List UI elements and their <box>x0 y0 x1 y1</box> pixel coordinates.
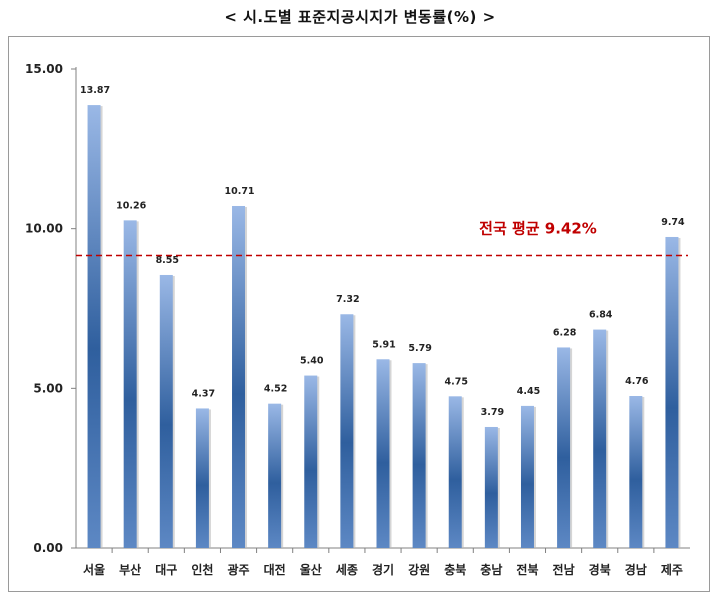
data-label: 6.84 <box>589 310 613 321</box>
y-tick-label: 0.00 <box>33 541 63 555</box>
category-label: 대전 <box>264 562 286 577</box>
data-label: 6.28 <box>553 327 577 338</box>
data-label: 4.76 <box>625 376 649 387</box>
y-tick-label: 5.00 <box>33 381 63 395</box>
category-label: 서울 <box>83 562 105 577</box>
data-label: 3.79 <box>481 407 504 418</box>
category-label: 경북 <box>589 563 611 577</box>
bar <box>159 274 173 548</box>
data-label: 5.91 <box>372 339 395 350</box>
bar <box>629 395 643 548</box>
bar <box>123 220 137 548</box>
bar <box>87 105 101 549</box>
data-label: 4.45 <box>517 386 540 397</box>
data-label: 5.40 <box>300 356 324 367</box>
category-label: 부산 <box>119 562 141 577</box>
bar <box>268 403 282 548</box>
bar <box>557 347 571 548</box>
category-label: 경남 <box>625 562 647 577</box>
data-label: 7.32 <box>336 294 359 305</box>
bar <box>593 329 607 548</box>
data-label: 10.26 <box>116 200 146 211</box>
data-label: 4.75 <box>445 376 468 387</box>
chart-title: < 시.도별 표준지공시지가 변동률(%) > <box>224 8 496 26</box>
average-reference-label: 전국 평균 9.42% <box>479 219 597 237</box>
category-label: 전북 <box>516 562 538 577</box>
category-label: 제주 <box>661 563 683 577</box>
bar <box>520 405 534 548</box>
bar <box>195 408 209 548</box>
bar <box>484 426 498 548</box>
category-label: 인천 <box>191 562 213 577</box>
category-label: 울산 <box>300 562 322 577</box>
data-label: 9.74 <box>661 217 685 228</box>
chart-frame <box>8 36 710 592</box>
data-label: 10.71 <box>224 186 254 197</box>
bar <box>412 363 426 548</box>
category-label: 세종 <box>336 562 358 577</box>
category-label: 대구 <box>155 563 177 577</box>
data-label: 13.87 <box>80 85 110 96</box>
category-label: 전남 <box>553 562 575 577</box>
bar <box>448 396 462 548</box>
category-label: 광주 <box>227 562 249 577</box>
category-label: 경기 <box>372 562 394 577</box>
data-label: 4.37 <box>192 388 215 399</box>
data-label: 5.79 <box>408 343 431 354</box>
bar <box>665 236 679 548</box>
category-label: 충북 <box>444 562 466 577</box>
bar <box>376 359 390 548</box>
data-label: 4.52 <box>264 384 287 395</box>
y-tick-label: 10.00 <box>25 222 63 236</box>
y-tick-label: 15.00 <box>25 62 63 76</box>
category-label: 강원 <box>408 563 430 577</box>
bar <box>340 314 354 548</box>
bar <box>232 205 246 548</box>
data-label: 8.55 <box>156 255 179 266</box>
category-label: 충남 <box>480 562 502 577</box>
bar <box>304 375 318 548</box>
